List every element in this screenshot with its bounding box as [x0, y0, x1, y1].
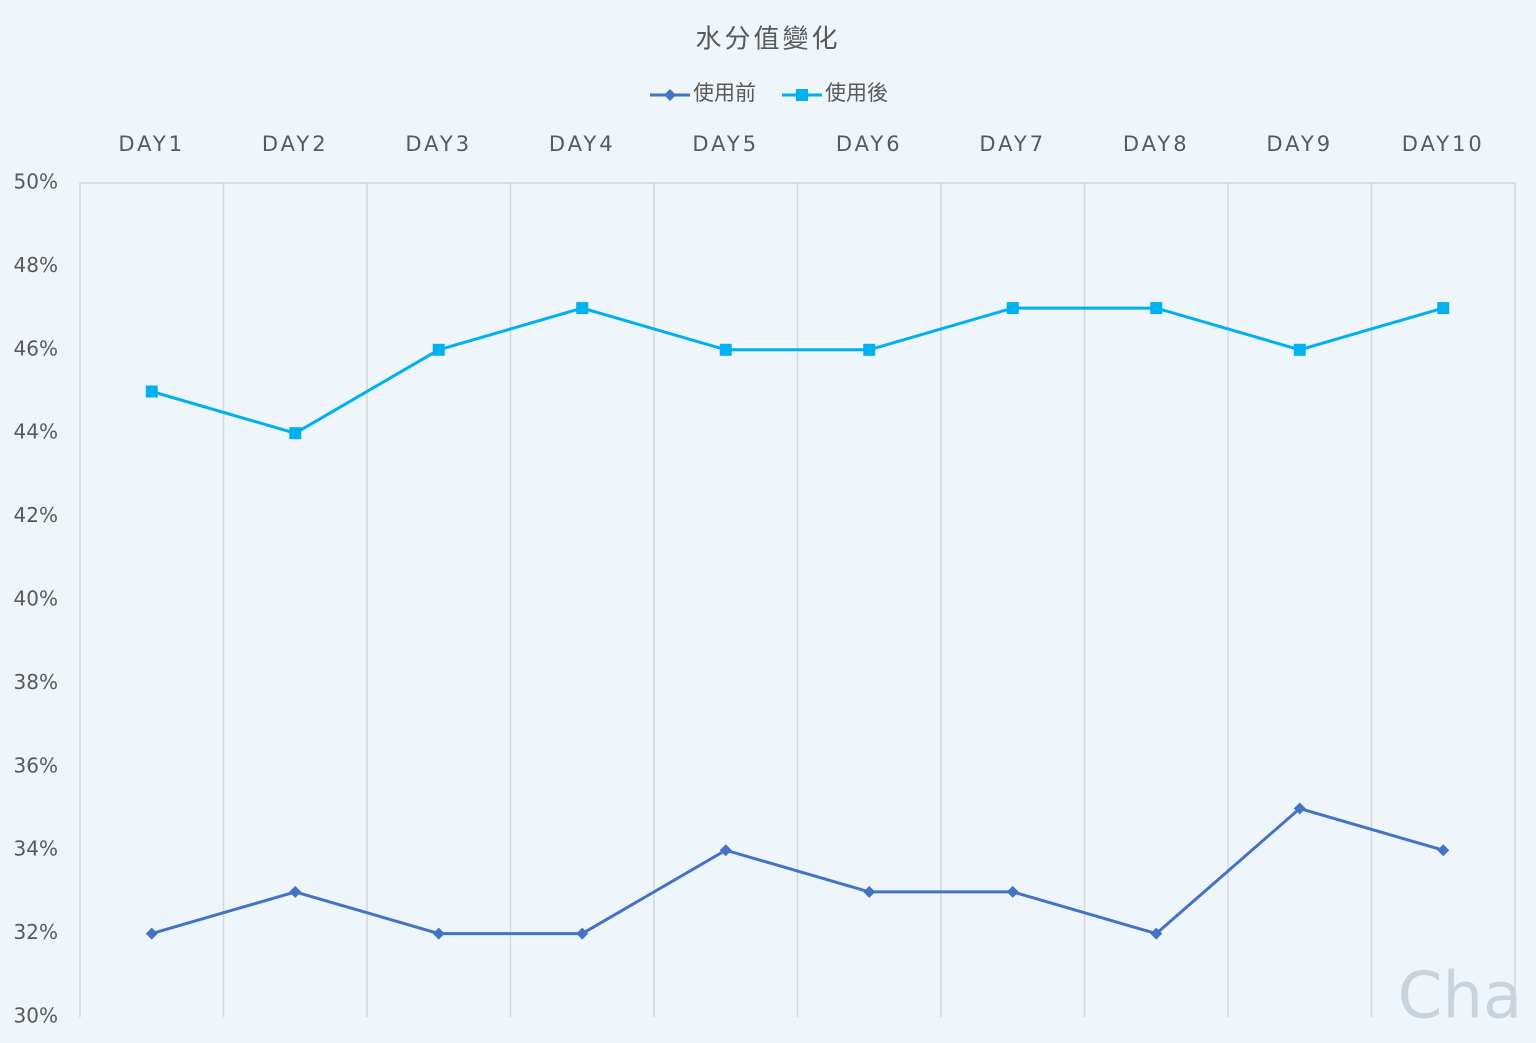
y-tick-label: 48% [14, 253, 58, 277]
marker [1006, 885, 1019, 898]
marker [863, 885, 876, 898]
marker [1437, 302, 1450, 315]
marker [432, 927, 445, 940]
marker [432, 343, 445, 356]
marker [289, 427, 302, 440]
watermark: Cha [1398, 960, 1522, 1034]
series-line [151, 306, 1444, 435]
x-tick-label: DAY3 [405, 132, 472, 156]
y-tick-label: 46% [14, 336, 58, 360]
marker [719, 844, 732, 857]
marker [289, 885, 302, 898]
marker [1150, 302, 1163, 315]
y-tick-label: 32% [14, 920, 58, 944]
marker [1293, 343, 1306, 356]
marker [719, 343, 732, 356]
marker [1006, 302, 1019, 315]
legend-label: 使用前 [693, 81, 756, 105]
x-tick-label: DAY5 [692, 132, 759, 156]
y-tick-label: 42% [14, 503, 58, 527]
y-tick-label: 30% [14, 1004, 58, 1028]
y-tick-label: 34% [14, 837, 58, 861]
marker [863, 343, 876, 356]
x-tick-label: DAY4 [549, 132, 616, 156]
legend-label: 使用後 [825, 81, 888, 105]
y-tick-label: 44% [14, 420, 58, 444]
marker [145, 927, 158, 940]
y-tick-label: 40% [14, 587, 58, 611]
chart-title: 水分值變化 [695, 25, 840, 55]
marker [1437, 844, 1450, 857]
x-tick-label: DAY1 [118, 132, 185, 156]
x-tick-label: DAY10 [1402, 132, 1485, 156]
marker [145, 385, 158, 398]
marker [796, 89, 808, 101]
x-tick-label: DAY6 [836, 132, 903, 156]
x-tick-label: DAY9 [1266, 132, 1333, 156]
marker [664, 89, 676, 101]
marker [1293, 802, 1306, 815]
x-tick-label: DAY2 [262, 132, 329, 156]
marker [576, 302, 589, 315]
y-tick-label: 50% [14, 170, 58, 194]
series-line [151, 806, 1444, 936]
x-tick-label: DAY7 [979, 132, 1046, 156]
y-tick-label: 36% [14, 753, 58, 777]
marker [576, 927, 589, 940]
marker [1150, 927, 1163, 940]
x-tick-label: DAY8 [1123, 132, 1190, 156]
y-tick-label: 38% [14, 670, 58, 694]
